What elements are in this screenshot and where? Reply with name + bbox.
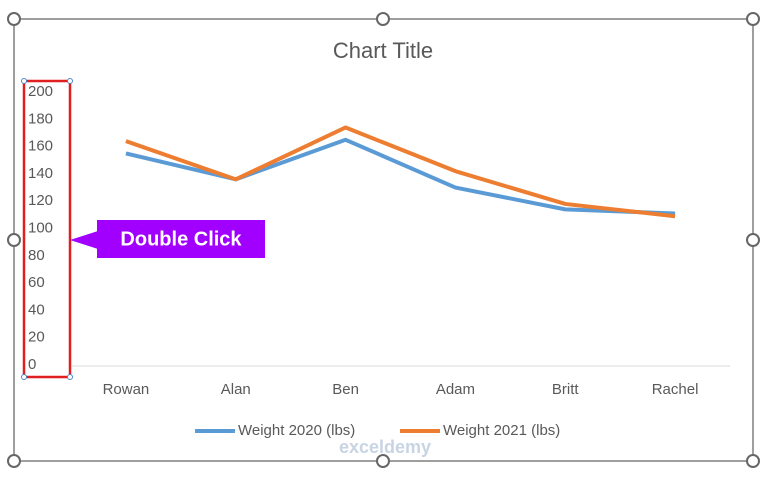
legend-label: Weight 2021 (lbs) xyxy=(443,422,560,439)
x-tick-label: Rowan xyxy=(103,381,150,398)
callout-text: Double Click xyxy=(120,228,242,250)
y-tick-label: 20 xyxy=(28,329,45,346)
x-tick-label: Alan xyxy=(221,381,251,398)
line-series xyxy=(125,125,676,219)
callout-pointer xyxy=(70,231,98,249)
y-tick-label: 40 xyxy=(28,301,45,318)
y-tick-label: 180 xyxy=(28,110,53,127)
callout xyxy=(97,220,265,258)
y-tick-label: 160 xyxy=(28,138,53,155)
y-tick-label: 200 xyxy=(28,83,53,100)
y-tick-label: 100 xyxy=(28,219,53,236)
chart-title: Chart Title xyxy=(333,38,433,63)
x-tick-label: Britt xyxy=(552,381,580,398)
x-tick-label: Ben xyxy=(332,381,359,398)
axis-selection[interactable] xyxy=(22,79,72,379)
axis-handles xyxy=(21,78,73,380)
x-tick-label: Adam xyxy=(436,381,475,398)
selection-handles xyxy=(7,12,760,468)
y-tick-label: 80 xyxy=(28,247,45,264)
watermark: exceldemy xyxy=(339,437,431,457)
y-tick-label: 140 xyxy=(28,165,53,182)
x-tick-label: Rachel xyxy=(652,381,699,398)
y-tick-label: 120 xyxy=(28,192,53,209)
legend-label: Weight 2020 (lbs) xyxy=(238,422,355,439)
y-tick-label: 60 xyxy=(28,274,45,291)
y-tick-label: 0 xyxy=(28,356,36,373)
